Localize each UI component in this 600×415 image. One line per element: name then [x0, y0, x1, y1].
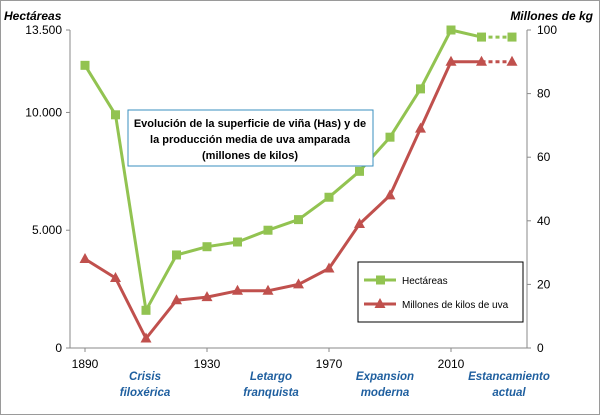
data-point — [140, 332, 152, 343]
y-right-tick-label: 20 — [537, 277, 551, 291]
chart-title-line-2: la producción media de uva amparada — [150, 134, 351, 146]
period-label-line: Expansion — [356, 371, 414, 383]
data-point — [445, 55, 457, 66]
period-label-line: franquista — [243, 387, 299, 399]
period-label-line: actual — [492, 387, 526, 399]
data-point — [202, 242, 212, 252]
data-point — [262, 284, 274, 295]
chart-title-box: Evolución de la superficie de viña (Has)… — [127, 109, 374, 167]
chart-title-line-3: (millones de kilos) — [202, 150, 298, 162]
period-label-line: Estancamiento — [468, 371, 550, 383]
data-point — [355, 166, 364, 176]
legend-label: Millones de kilos de uva — [402, 300, 509, 311]
y-left-tick-label: 5.000 — [32, 223, 62, 237]
y-left-tick-label: 13.500 — [25, 23, 62, 37]
data-point — [111, 110, 120, 120]
chart-title-line-1: Evolución de la superficie de viña (Has)… — [134, 118, 366, 130]
y-right-tick-label: 100 — [537, 23, 557, 37]
x-tick-label: 1930 — [194, 357, 221, 371]
data-point — [477, 32, 486, 42]
x-ticks: 1890 1930 1970 2010 — [72, 348, 465, 371]
data-point — [80, 60, 90, 70]
y-right-tick-label: 40 — [537, 214, 551, 228]
period-label-line: filoxérica — [120, 387, 171, 399]
legend-marker — [376, 275, 385, 285]
y-right-axis-title: Millones de kg — [510, 9, 593, 23]
data-point — [293, 278, 304, 289]
data-point — [506, 55, 518, 66]
data-point — [384, 189, 396, 200]
data-point — [263, 225, 273, 235]
y-left-axis-title: Hectáreas — [4, 9, 62, 23]
data-point — [233, 237, 242, 247]
data-point — [323, 262, 335, 273]
data-point — [171, 294, 182, 305]
data-point — [415, 122, 426, 133]
data-point — [446, 25, 456, 35]
series-line-1 — [84, 60, 482, 340]
data-point — [294, 215, 303, 225]
data-point — [354, 217, 365, 228]
data-point — [416, 84, 425, 94]
y-right-ticks: 0 20 40 60 80 100 — [527, 23, 557, 355]
x-tick-label: 1970 — [316, 357, 343, 371]
legend-marker — [374, 298, 386, 308]
data-point — [324, 192, 334, 202]
x-tick-label: 2010 — [438, 357, 465, 371]
y-right-tick-label: 60 — [537, 150, 551, 164]
y-right-tick-label: 0 — [537, 341, 544, 355]
data-point — [141, 305, 151, 315]
legend-label: Hectáreas — [402, 276, 448, 287]
data-point — [201, 291, 213, 302]
data-point — [110, 272, 121, 283]
data-point — [385, 132, 395, 142]
series-layer — [79, 25, 518, 343]
data-point — [79, 252, 91, 263]
period-labels: Crisis filoxérica Letargo franquista Expansi… — [120, 371, 550, 399]
data-point — [232, 284, 243, 295]
y-right-tick-label: 80 — [537, 87, 551, 101]
period-label-line: moderna — [361, 387, 410, 399]
data-point — [476, 55, 487, 66]
title-box-border — [127, 109, 374, 167]
x-tick-label: 1890 — [72, 357, 99, 371]
y-left-ticks: 0 5.000 10.000 13.500 — [25, 23, 70, 355]
series-line-0 — [83, 28, 482, 312]
data-point — [172, 250, 181, 260]
y-left-tick-label: 10.000 — [25, 105, 62, 119]
period-label-line: Crisis — [129, 371, 161, 383]
legend-box — [357, 261, 524, 323]
y-left-tick-label: 0 — [55, 341, 62, 355]
legend: Hectáreas Millones de kilos de uva — [357, 261, 524, 323]
data-point — [507, 32, 517, 42]
period-label-line: Letargo — [250, 371, 292, 383]
